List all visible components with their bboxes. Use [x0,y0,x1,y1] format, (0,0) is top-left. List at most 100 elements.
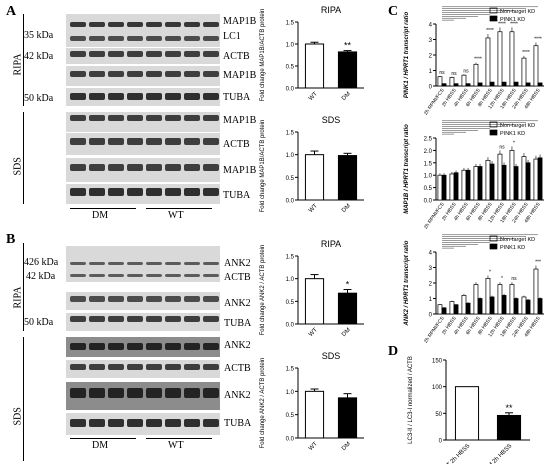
legend-label: Non-target KD [500,9,535,15]
blot-band [203,343,219,350]
blot-strip [66,292,220,310]
bar [496,414,522,441]
blot-band [127,262,143,265]
blot-band [165,164,181,171]
blot-band [108,274,124,277]
significance-label: ** [505,403,513,413]
blot-label: ACTB [223,51,250,62]
blot-band [108,164,124,171]
significance-label: * [501,276,503,282]
bar [337,397,358,439]
x-tick-label: DM 2h HBSS [484,443,513,464]
blot-band [127,274,143,277]
kda-marker: 50 kDa [24,93,54,104]
bar [509,284,515,315]
x-tick-label: WT [308,327,319,338]
x-tick-label: DM [341,91,352,102]
blot-label: MAP1B [223,70,257,81]
kda-marker: 35 kDa [24,30,54,41]
blot-band [127,316,143,322]
significance-label: ns [439,70,445,76]
bar [497,153,503,201]
blot-band [89,22,105,27]
bar [537,157,543,201]
blot-band [184,316,200,322]
blot-band [165,419,181,427]
y-axis-label: Fold change ANK2 / ACTB protein [260,358,266,449]
blot-band [146,188,162,196]
blot-band [108,316,124,322]
blot-band [127,364,143,370]
y-tick-label: 0.0 [286,87,295,93]
blot-band [127,93,143,100]
blot-band [146,419,162,427]
bar [465,83,471,87]
group-underline-dm [70,208,136,209]
bar [437,174,443,201]
blot-band [70,316,86,322]
blot-band [184,115,200,121]
bracket-ripa [23,14,24,106]
bar [521,156,527,201]
blot-band [127,343,143,350]
bar [449,301,455,315]
blot-band [89,296,105,302]
blot-band [108,296,124,302]
blot-band [203,71,219,77]
blot-band [184,188,200,196]
y-axis-label: Fold change ANK2 / ACTB protein [260,245,266,336]
bar [525,162,531,201]
legend-swatch [489,243,498,250]
bar [533,268,539,315]
blot-band [184,262,200,265]
bar [537,82,543,87]
blot-band [89,262,105,265]
blot-band [184,419,200,427]
blot-band [146,36,162,41]
blot-band [184,51,200,57]
bar [304,43,325,89]
blot-band [184,36,200,41]
kda-marker: 426 kDa [24,257,59,268]
chart-title: RIPA [321,5,341,15]
bar [489,296,495,315]
blot-band [127,388,143,398]
blot-band [203,93,219,100]
blot-label: TUBA [223,92,251,103]
y-axis-label: MAP1B / HPRT1 transcript ratio [404,124,410,214]
blot-label: ACTB [224,363,251,374]
bar [337,51,358,89]
blot-band [165,364,181,370]
legend-label: PINK1 KD [500,245,525,251]
bar [465,302,471,315]
y-tick-label: 0.5 [286,300,295,306]
legend-label: PINK1 KD [500,131,525,137]
blot-band [146,316,162,322]
blot-band [203,22,219,27]
significance-label: ns [499,144,505,150]
y-tick-label: 1.0 [286,43,295,49]
blot-band [108,51,124,57]
bar [337,292,358,325]
blot-band [70,93,86,100]
blot-band [184,71,200,77]
blot-band [146,364,162,370]
significance-label: ** [344,41,352,51]
blot-band [89,343,105,350]
blot-band [203,364,219,370]
y-tick-label: 0.0 [286,437,295,443]
bar [489,81,495,87]
kda-marker: 42 kDa [24,51,54,62]
chart-b-sds: SDS 0.0 0.5 1.0 1.5 Fold change ANK2 / ACTB p… [260,351,364,452]
blot-band [108,262,124,265]
bar [521,57,527,87]
blot-band [146,274,162,277]
y-tick-label: 4 [429,251,433,257]
panel-letter-d: D [388,344,399,359]
chart-title: SDS [322,351,341,361]
blot-band [203,51,219,57]
group-underline-wt [146,208,212,209]
bracket-sds [23,337,24,461]
blot-band [70,22,86,27]
blot-band [203,138,219,145]
